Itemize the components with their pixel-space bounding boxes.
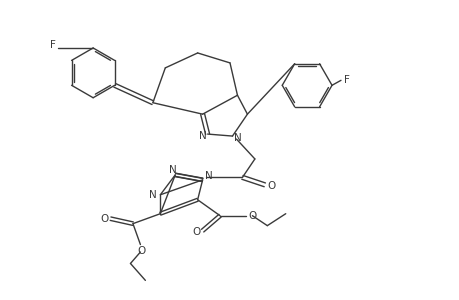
Text: O: O xyxy=(137,246,145,256)
Text: N: N xyxy=(204,171,212,181)
Text: O: O xyxy=(267,181,275,191)
Text: O: O xyxy=(248,211,256,221)
Text: O: O xyxy=(191,226,200,237)
Text: N: N xyxy=(149,190,157,200)
Text: N: N xyxy=(168,165,176,175)
Text: F: F xyxy=(50,40,56,50)
Text: F: F xyxy=(343,75,349,85)
Text: O: O xyxy=(100,214,108,224)
Text: N: N xyxy=(198,130,206,141)
Text: N: N xyxy=(233,133,241,142)
